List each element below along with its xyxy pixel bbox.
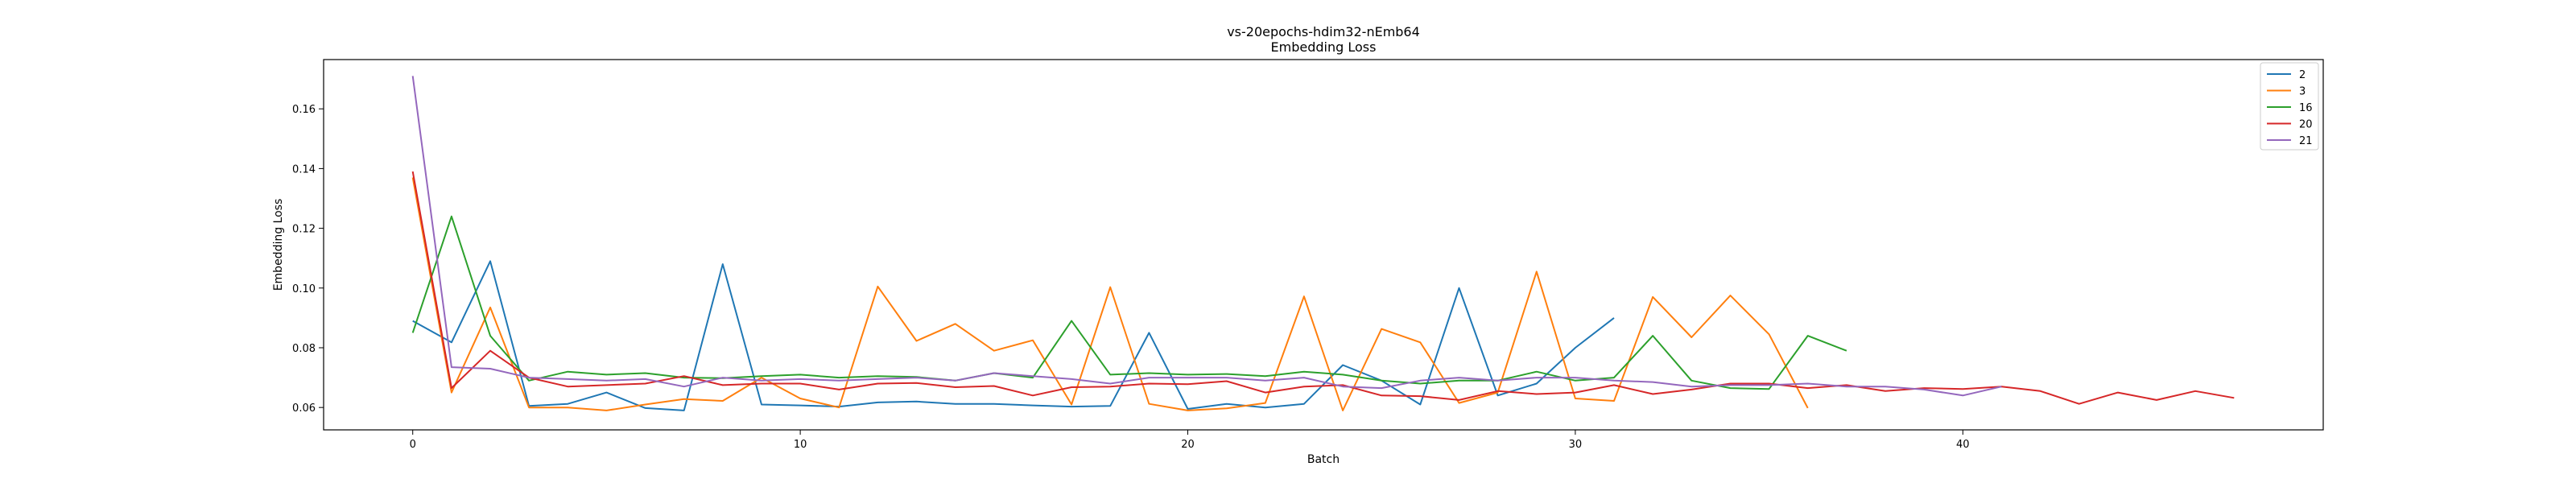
y-tick-label: 0.08: [292, 343, 316, 355]
x-axis-label: Batch: [1307, 453, 1340, 466]
series-line-20: [411, 171, 2235, 405]
plot-frame: [323, 59, 2324, 431]
chart-title: vs-20epochs-hdim32-nEmb64: [1227, 24, 1420, 39]
y-axis: 0.06 0.08 0.10 0.12 0.14 0.16: [292, 104, 324, 415]
x-tick-label: 40: [1956, 439, 1970, 451]
x-axis: 0 10 20 30 40: [410, 430, 1970, 451]
y-tick-label: 0.12: [292, 224, 316, 236]
x-tick-label: 0: [410, 439, 416, 451]
series-line-2: [412, 260, 1615, 411]
legend-label-16: 16: [2299, 102, 2313, 114]
x-tick-label: 30: [1569, 439, 1583, 451]
legend-label-21: 21: [2299, 135, 2313, 147]
y-tick-label: 0.06: [292, 402, 316, 415]
x-tick-label: 20: [1181, 439, 1195, 451]
y-tick-label: 0.16: [292, 104, 316, 116]
legend: 2 3 16 20 21: [2260, 62, 2319, 151]
series-line-3: [411, 177, 1809, 411]
series-line-21: [411, 76, 2002, 397]
y-tick-label: 0.10: [292, 283, 316, 295]
series-layer: [411, 76, 2235, 411]
x-tick-label: 10: [794, 439, 807, 451]
legend-label-3: 3: [2299, 86, 2306, 98]
series-line-16: [411, 215, 1847, 390]
legend-label-20: 20: [2299, 119, 2313, 131]
y-axis-label: Embedding Loss: [272, 199, 285, 291]
legend-label-2: 2: [2299, 69, 2306, 81]
y-tick-label: 0.14: [292, 163, 316, 175]
chart-subtitle: Embedding Loss: [1271, 39, 1377, 55]
plot-area: [323, 59, 2324, 431]
